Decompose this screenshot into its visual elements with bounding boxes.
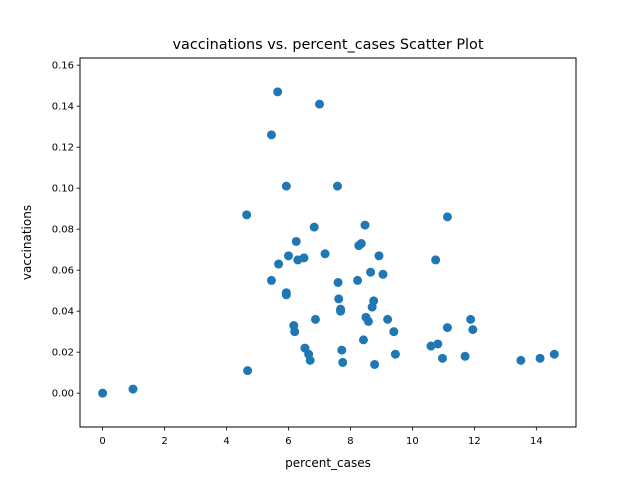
scatter-point — [305, 355, 315, 365]
scatter-point — [281, 290, 291, 300]
y-tick-label: 0.08 — [52, 225, 74, 236]
scatter-point — [374, 251, 384, 261]
scatter-point — [242, 210, 252, 220]
plot-frame — [79, 57, 577, 428]
scatter-point — [468, 325, 478, 335]
scatter-point — [314, 99, 324, 109]
scatter-point — [337, 345, 347, 355]
scatter-point — [360, 220, 370, 230]
scatter-point — [358, 335, 368, 345]
scatter-point — [299, 253, 309, 263]
scatter-point — [353, 275, 363, 285]
y-tick-label: 0.10 — [52, 184, 74, 195]
x-tick-label: 10 — [406, 436, 419, 447]
scatter-point — [390, 349, 400, 359]
scatter-point — [266, 275, 276, 285]
scatter-point — [442, 323, 452, 333]
scatter-point — [98, 388, 108, 398]
y-tick-label: 0.00 — [52, 389, 74, 400]
scatter-point — [336, 306, 346, 316]
x-tick-label: 2 — [161, 436, 167, 447]
scatter-point — [338, 357, 348, 367]
scatter-point — [370, 359, 380, 369]
x-tick-label: 8 — [347, 436, 353, 447]
scatter-point — [332, 181, 342, 191]
scatter-point — [383, 314, 393, 324]
scatter-point — [516, 355, 526, 365]
y-axis-label: vaccinations — [20, 205, 34, 280]
scatter-point — [466, 314, 476, 324]
x-tick-label: 6 — [285, 436, 291, 447]
scatter-point — [366, 267, 376, 277]
scatter-point — [389, 327, 399, 337]
x-tick-label: 14 — [530, 436, 543, 447]
scatter-point — [442, 212, 452, 222]
scatter-point — [309, 222, 319, 232]
chart-title: vaccinations vs. percent_cases Scatter P… — [173, 37, 484, 53]
scatter-point — [378, 269, 388, 279]
scatter-point — [369, 296, 379, 306]
x-axis: 0 2 4 6 8 10 12 14 — [99, 427, 543, 447]
scatter-point — [310, 314, 320, 324]
scatter-point — [431, 255, 441, 265]
scatter-point — [273, 87, 283, 97]
scatter-point — [274, 259, 284, 269]
scatter-point — [320, 249, 330, 259]
y-tick-label: 0.12 — [52, 143, 74, 154]
y-tick-label: 0.16 — [52, 61, 74, 72]
x-axis-label: percent_cases — [285, 456, 371, 470]
scatter-point — [549, 349, 559, 359]
x-tick-label: 0 — [99, 436, 105, 447]
x-tick-label: 4 — [223, 436, 229, 447]
scatter-point — [243, 366, 253, 376]
y-tick-label: 0.04 — [52, 307, 74, 318]
scatter-point — [290, 327, 300, 337]
scatter-point — [281, 181, 291, 191]
scatter-point — [266, 130, 276, 140]
x-tick-label: 12 — [468, 436, 481, 447]
scatter-point — [460, 351, 470, 361]
y-tick-label: 0.02 — [52, 348, 74, 359]
scatter-point — [283, 251, 293, 261]
scatter-point — [426, 341, 436, 351]
scatter-point — [334, 294, 344, 304]
scatter-point — [291, 236, 301, 246]
scatter-point — [437, 353, 447, 363]
scatter-point — [333, 277, 343, 287]
scatter-point — [433, 339, 443, 349]
scatter-point — [128, 384, 138, 394]
scatter-point — [356, 239, 366, 249]
scatter-point — [363, 316, 373, 326]
y-tick-label: 0.06 — [52, 266, 74, 277]
scatter-point — [535, 353, 545, 363]
y-tick-label: 0.14 — [52, 102, 74, 113]
data-points — [98, 87, 559, 398]
y-axis: 0.00 0.02 0.04 0.06 0.08 0.10 0.12 0.14 0.16 — [52, 61, 80, 400]
